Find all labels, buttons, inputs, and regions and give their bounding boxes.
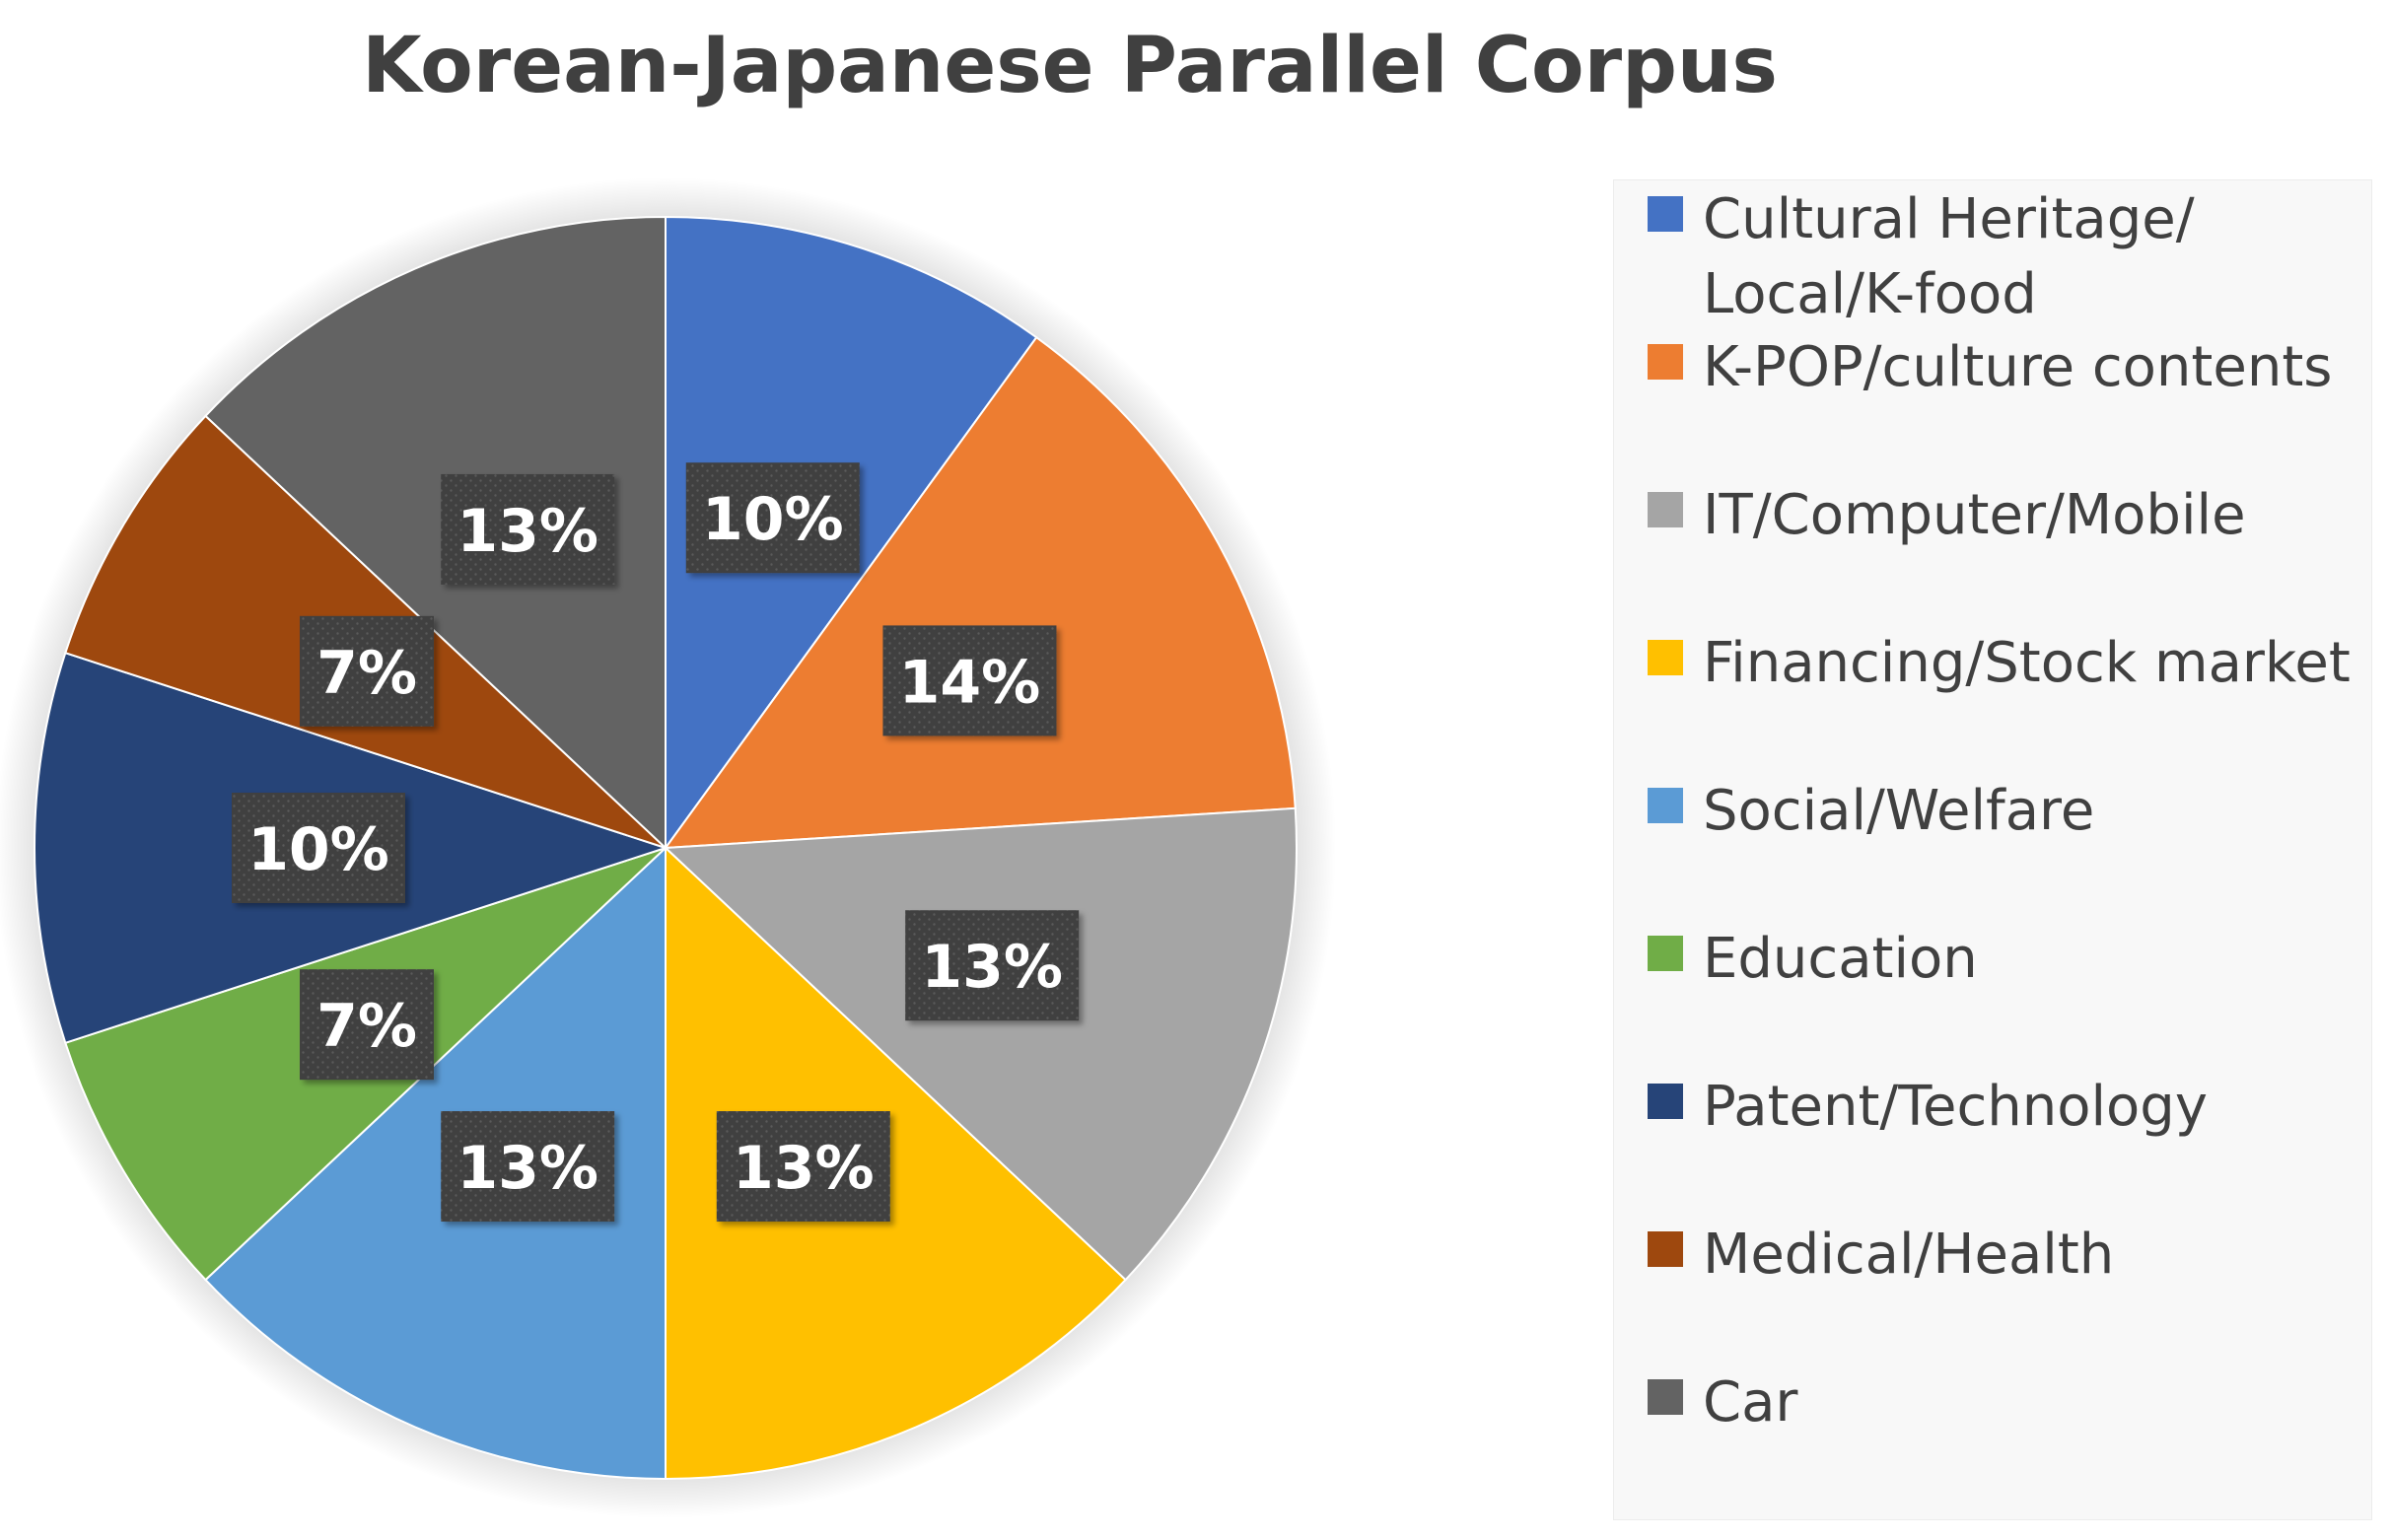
data-label-box (232, 793, 405, 903)
data-label: 13% (441, 1111, 615, 1223)
legend-label: Financing/Stock market (1703, 631, 2351, 695)
legend-swatch (1648, 196, 1683, 232)
legend-label: Education (1703, 927, 1978, 991)
data-label-box (300, 615, 435, 727)
data-label: 7% (300, 615, 435, 727)
legend-item: Cultural Heritage/ Local/K-food (1648, 182, 2373, 332)
data-label-box (441, 473, 615, 585)
legend-swatch (1648, 1084, 1683, 1119)
legend-swatch (1648, 788, 1683, 823)
data-label-text: 14% (899, 648, 1041, 717)
legend-item: K-POP/culture contents (1648, 330, 2373, 405)
data-label: 10% (685, 462, 860, 574)
legend-item: IT/Computer/Mobile (1648, 478, 2373, 553)
data-label-box (882, 625, 1057, 736)
legend-swatch (1648, 640, 1683, 675)
legend-item: Patent/Technology (1648, 1070, 2373, 1145)
legend-label: Cultural Heritage/ Local/K-food (1703, 187, 2195, 326)
legend-item: Social/Welfare (1648, 774, 2373, 849)
pie-slice (663, 806, 1299, 1282)
data-label-text: 13% (733, 1134, 875, 1203)
data-label: 13% (905, 910, 1080, 1021)
legend-swatch (1648, 1379, 1683, 1415)
chart-title: Korean-Japanese Parallel Corpus (362, 22, 1778, 110)
legend-label: Car (1703, 1370, 1798, 1435)
data-label: 7% (300, 969, 435, 1081)
data-label-box (685, 462, 860, 574)
data-label: 13% (441, 473, 615, 585)
data-label-box (905, 910, 1080, 1021)
pie-slice (663, 335, 1297, 850)
data-label: 13% (716, 1111, 890, 1223)
pie-chart: 10% 14% 13% 13% 13% 7% 10% 7% 13% (0, 177, 1336, 1518)
data-label: 10% (232, 793, 405, 903)
legend-item: Medical/Health (1648, 1218, 2373, 1293)
legend-item: Financing/Stock market (1648, 626, 2373, 701)
data-label-text: 10% (247, 815, 389, 884)
legend-label: Patent/Technology (1703, 1075, 2208, 1139)
pie-slice (204, 845, 667, 1481)
data-label: 14% (882, 625, 1057, 736)
data-label-box (716, 1111, 890, 1223)
legend-label: Medical/Health (1703, 1223, 2115, 1287)
pie-slice (665, 845, 1127, 1481)
data-label-text: 13% (921, 933, 1063, 1002)
data-label-text: 13% (457, 1134, 598, 1203)
data-label-text: 7% (316, 639, 417, 708)
legend-label: Social/Welfare (1703, 779, 2095, 843)
data-label-box (441, 1111, 615, 1223)
legend-swatch (1648, 344, 1683, 380)
legend-swatch (1648, 936, 1683, 971)
data-label-text: 7% (316, 992, 417, 1061)
legend: Cultural Heritage/ Local/K-food K-POP/cul… (1613, 179, 2372, 1520)
pie-slice (204, 215, 667, 851)
legend-item: Education (1648, 922, 2373, 997)
legend-item: Car (1648, 1365, 2373, 1440)
data-label-text: 13% (457, 497, 598, 566)
legend-swatch (1648, 492, 1683, 527)
legend-label: K-POP/culture contents (1703, 335, 2333, 399)
data-label-box (300, 969, 435, 1081)
legend-swatch (1648, 1231, 1683, 1267)
data-label-text: 10% (702, 485, 844, 554)
legend-label: IT/Computer/Mobile (1703, 483, 2246, 547)
